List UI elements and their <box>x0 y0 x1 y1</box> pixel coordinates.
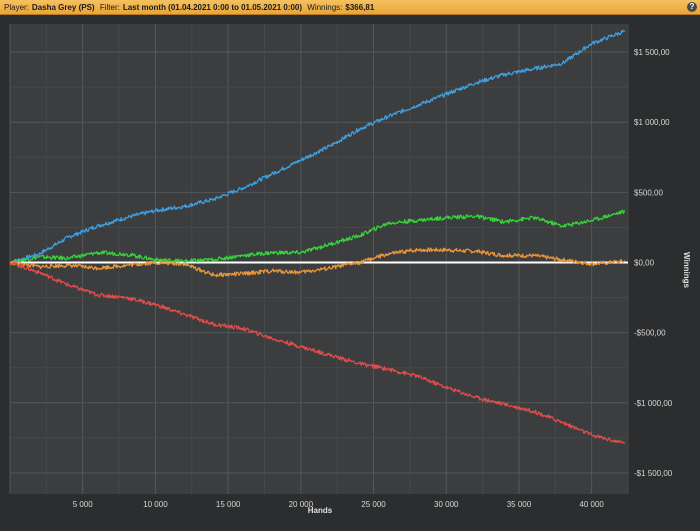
filter-value: Last month (01.04.2021 0:00 to 01.05.202… <box>122 3 303 12</box>
x-tick-label: 35 000 <box>507 500 532 509</box>
filter-label: Filter: <box>99 3 120 12</box>
x-axis-label: Hands <box>308 506 333 515</box>
series-line <box>9 29 626 265</box>
y-tick-label: $500,00 <box>634 188 663 197</box>
series-line <box>10 247 626 278</box>
y-tick-label: -$1 500,00 <box>634 469 673 478</box>
x-tick-label: 40 000 <box>579 500 604 509</box>
x-axis: 5 000 10 000 15 000 20 000 25 000 30 000 35 00… <box>73 500 605 509</box>
series-line <box>9 261 626 445</box>
winnings-chart: 5 000 10 000 15 000 20 000 25 000 30 000 35 00… <box>9 24 691 515</box>
y-axis: $1 500,00 $1 000,00 $500,00 $0,00 -$500,00 -$… <box>634 48 673 478</box>
title-bar: Player: Dasha Grey (PS) Filter: Last month… <box>0 0 700 15</box>
x-tick-label: 30 000 <box>434 500 459 509</box>
y-tick-label: $1 000,00 <box>634 118 670 127</box>
help-icon[interactable]: ? <box>687 2 697 12</box>
y-tick-label: -$1 000,00 <box>634 399 673 408</box>
y-tick-label: $1 500,00 <box>634 48 670 57</box>
x-tick-label: 10 000 <box>143 500 168 509</box>
y-axis-label: Winnings <box>682 252 691 288</box>
player-value: Dasha Grey (PS) <box>31 3 95 12</box>
x-tick-label: 15 000 <box>216 500 241 509</box>
plot-background <box>10 24 628 494</box>
x-tick-label: 5 000 <box>73 500 94 509</box>
y-tick-label: -$500,00 <box>634 329 666 338</box>
series-line <box>9 209 626 265</box>
player-label: Player: <box>4 3 29 12</box>
winnings-label: Winnings: <box>307 3 343 12</box>
y-tick-label: $0,00 <box>634 259 655 268</box>
x-tick-label: 20 000 <box>289 500 314 509</box>
winnings-value: $366,81 <box>345 3 375 12</box>
graph-area: 5 000 10 000 15 000 20 000 25 000 30 000 35 00… <box>0 16 700 526</box>
series-group <box>9 29 626 445</box>
x-tick-label: 25 000 <box>361 500 386 509</box>
